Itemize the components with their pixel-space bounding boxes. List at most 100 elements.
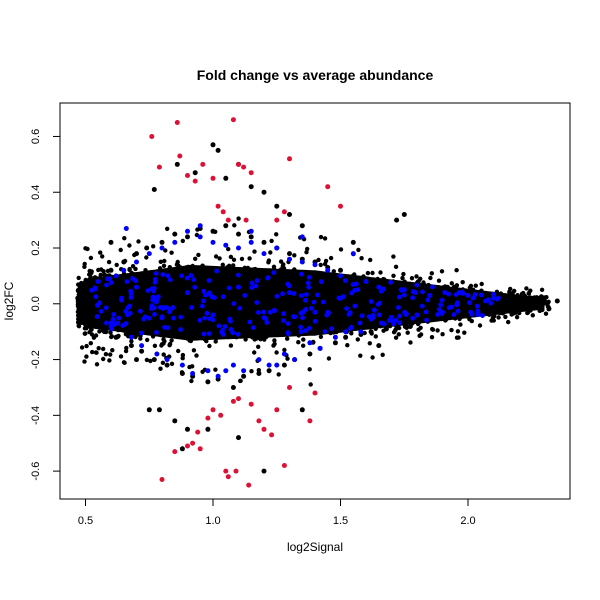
data-point <box>159 477 165 482</box>
edge-point <box>294 272 299 277</box>
data-point <box>329 326 334 332</box>
data-point <box>185 443 190 449</box>
edge-point <box>161 263 167 268</box>
edge-point <box>383 299 388 305</box>
edge-point <box>185 283 190 288</box>
edge-point <box>139 313 144 318</box>
edge-point <box>144 357 150 363</box>
edge-point <box>93 350 99 355</box>
edge-point <box>190 263 195 269</box>
edge-point <box>429 271 434 276</box>
edge-point <box>189 378 194 384</box>
data-point <box>490 291 496 297</box>
edge-point <box>358 353 363 358</box>
edge-point <box>147 320 152 325</box>
data-point <box>172 449 178 455</box>
edge-point <box>100 254 105 259</box>
edge-point <box>320 312 325 317</box>
edge-point <box>362 292 368 297</box>
edge-point <box>539 294 544 299</box>
data-point <box>370 312 376 318</box>
edge-point <box>165 226 170 231</box>
data-point <box>352 288 357 293</box>
edge-point <box>141 327 147 332</box>
edge-point <box>183 325 188 331</box>
edge-point <box>294 326 299 331</box>
edge-point <box>353 319 359 325</box>
data-point <box>401 292 407 298</box>
data-point <box>190 371 196 376</box>
edge-point <box>142 297 147 303</box>
edge-point <box>368 257 373 263</box>
edge-point <box>102 272 107 277</box>
data-point <box>156 407 162 413</box>
data-point <box>455 300 460 306</box>
data-point <box>104 320 109 326</box>
data-point <box>154 351 160 357</box>
data-point <box>185 173 190 178</box>
data-point <box>110 316 116 322</box>
edge-point <box>222 310 228 315</box>
data-point <box>178 314 184 320</box>
edge-point <box>265 306 271 312</box>
edge-point <box>405 330 410 335</box>
edge-point <box>440 332 445 337</box>
y-axis-label: log2FC <box>2 281 16 320</box>
data-point <box>192 178 198 184</box>
edge-point <box>253 266 258 272</box>
data-point <box>226 285 232 291</box>
edge-point <box>243 337 248 342</box>
edge-point <box>98 289 103 294</box>
edge-point <box>127 266 132 272</box>
edge-point <box>227 300 232 305</box>
edge-point <box>101 286 106 291</box>
data-point <box>138 308 143 314</box>
edge-point <box>213 254 219 259</box>
edge-point <box>271 291 276 296</box>
edge-point <box>485 304 490 310</box>
edge-point <box>453 316 458 321</box>
data-point <box>171 315 177 321</box>
data-point <box>123 321 129 326</box>
data-point <box>253 283 259 289</box>
edge-point <box>145 325 150 331</box>
edge-point <box>215 304 220 309</box>
edge-point <box>239 256 245 262</box>
edge-point <box>84 354 89 359</box>
edge-point <box>276 271 281 276</box>
data-point <box>188 273 194 278</box>
edge-point <box>367 341 372 346</box>
data-point <box>465 292 471 298</box>
edge-point <box>454 268 459 273</box>
data-point <box>511 306 517 312</box>
data-point <box>394 217 400 223</box>
data-point <box>396 305 401 310</box>
data-point <box>172 231 178 237</box>
data-point <box>312 318 318 324</box>
edge-point <box>191 348 197 353</box>
edge-point <box>180 356 185 361</box>
edge-point <box>163 248 168 253</box>
edge-point <box>316 257 321 263</box>
data-point <box>324 312 330 318</box>
edge-point <box>266 260 271 265</box>
edge-point <box>436 278 442 283</box>
data-point <box>312 390 318 396</box>
edge-point <box>543 311 549 316</box>
edge-point <box>107 358 112 363</box>
data-point <box>178 327 184 332</box>
edge-point <box>369 320 374 325</box>
y-tick-label: -0.6 <box>30 462 42 481</box>
data-point <box>446 291 451 297</box>
data-point <box>256 357 262 363</box>
data-point <box>200 303 205 309</box>
edge-point <box>272 319 277 325</box>
edge-point <box>283 286 288 292</box>
data-point <box>453 292 459 297</box>
edge-point <box>91 335 97 340</box>
data-point <box>151 357 157 363</box>
edge-point <box>191 301 196 306</box>
edge-point <box>250 274 255 279</box>
data-point <box>109 326 115 332</box>
data-point <box>332 340 338 346</box>
